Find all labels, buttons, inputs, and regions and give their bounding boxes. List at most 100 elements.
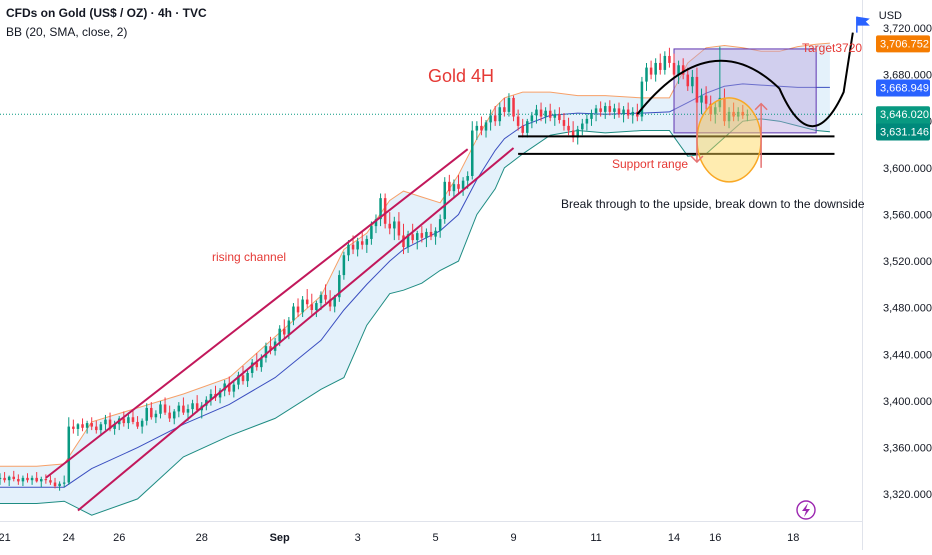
candle-body — [177, 405, 181, 412]
candle-body — [631, 111, 635, 116]
candle-body — [113, 424, 116, 429]
candle-body — [49, 480, 52, 483]
candle-body — [95, 426, 98, 431]
x-tick-label: 3 — [355, 532, 361, 544]
candle-body — [328, 299, 332, 307]
candle-body — [443, 181, 447, 220]
x-tick-label: 11 — [590, 532, 601, 544]
candle-body — [695, 76, 699, 103]
y-tick-label: 3,320.000 — [883, 489, 932, 501]
y-tick-label: 3,520.000 — [883, 256, 932, 268]
candle-body — [521, 125, 524, 133]
candle-body — [562, 120, 566, 126]
target-flag — [856, 16, 870, 26]
y-tick-label: 3,560.000 — [883, 209, 932, 221]
candle-body — [732, 111, 735, 117]
candle-body — [411, 234, 414, 241]
candle-body — [163, 404, 167, 413]
candle-body — [301, 299, 304, 313]
candle-body — [727, 111, 731, 122]
candle-body — [292, 306, 295, 321]
candle-body — [305, 299, 309, 305]
candle-body — [484, 122, 488, 131]
candle-body — [736, 111, 740, 117]
candle-body — [489, 115, 492, 123]
candle-body — [26, 477, 29, 481]
candle-body — [150, 407, 153, 418]
candle-body — [191, 403, 194, 410]
candle-body — [122, 418, 126, 424]
candle-body — [503, 107, 506, 112]
currency-selector[interactable]: USD — [878, 10, 902, 22]
candle-body — [99, 424, 103, 431]
candle-body — [645, 67, 648, 82]
candle-body — [681, 65, 685, 75]
bb-upper-tag — [876, 35, 930, 53]
candle-body — [62, 482, 66, 484]
y-tick-label: 3,400.000 — [883, 396, 932, 408]
breakout-arrow-head — [754, 102, 768, 111]
candle-body — [429, 231, 433, 237]
candle-body — [700, 95, 703, 103]
candle-body — [649, 67, 653, 75]
candle-body — [315, 303, 318, 311]
projected-path — [636, 32, 854, 128]
candle-body — [218, 390, 222, 398]
bb-lower-tag-label: 3,631.146 — [880, 127, 929, 139]
candle-body — [131, 417, 135, 422]
channel-lower-line — [77, 147, 515, 512]
breakout-text: Break through to the upside, break down … — [561, 197, 865, 211]
candle-body — [351, 244, 355, 250]
candle-body — [53, 482, 57, 487]
candle-body — [658, 62, 662, 70]
candle-body — [741, 111, 745, 116]
y-tick-label: 3,720.000 — [883, 23, 932, 35]
candle-body — [471, 130, 474, 176]
candle-body — [553, 114, 557, 118]
lightning-icon-bolt — [802, 503, 810, 517]
candle-body — [704, 95, 708, 104]
candle-body — [714, 107, 717, 115]
candle-body — [172, 411, 176, 419]
candle-body — [448, 181, 451, 192]
candle-body — [17, 479, 20, 482]
candle-body — [374, 219, 378, 227]
candle-body — [746, 114, 749, 116]
candle-body — [567, 125, 570, 131]
x-tick-label: 14 — [668, 532, 680, 544]
candle-body — [507, 97, 511, 112]
candle-body — [241, 375, 245, 382]
candle-body — [342, 255, 346, 276]
candle-body — [718, 97, 722, 108]
candle-body — [3, 477, 6, 481]
candle-body — [21, 477, 25, 482]
breakout-circle — [696, 97, 762, 183]
support-range-label: Support range — [612, 157, 688, 171]
candle-body — [209, 393, 213, 400]
bb-lower-line — [0, 118, 830, 516]
candle-body — [608, 106, 612, 112]
y-tick-label: 3,440.000 — [883, 349, 932, 361]
channel-upper-line — [45, 148, 469, 479]
candle-body — [136, 421, 139, 427]
x-tick-label: 5 — [433, 532, 439, 544]
bb-band-fill — [0, 43, 830, 516]
symbol-title[interactable]: CFDs on Gold (US$ / OZ) · 4h · TVC — [6, 6, 207, 20]
candle-body — [324, 294, 327, 300]
candle-body — [585, 118, 589, 124]
candle-body — [108, 419, 112, 429]
candle-body — [388, 223, 391, 229]
candle-body — [397, 221, 401, 236]
candle-body — [310, 304, 314, 311]
candle-body — [264, 346, 268, 358]
candle-body — [571, 130, 575, 138]
candle-body — [35, 477, 38, 482]
candle-body — [493, 115, 497, 122]
indicator-legend[interactable]: BB (20, SMA, close, 2) — [6, 25, 128, 39]
candle-body — [613, 108, 616, 112]
breakdown-arrow-head — [690, 155, 704, 164]
candle-body — [622, 109, 625, 115]
candle-body — [599, 108, 602, 112]
